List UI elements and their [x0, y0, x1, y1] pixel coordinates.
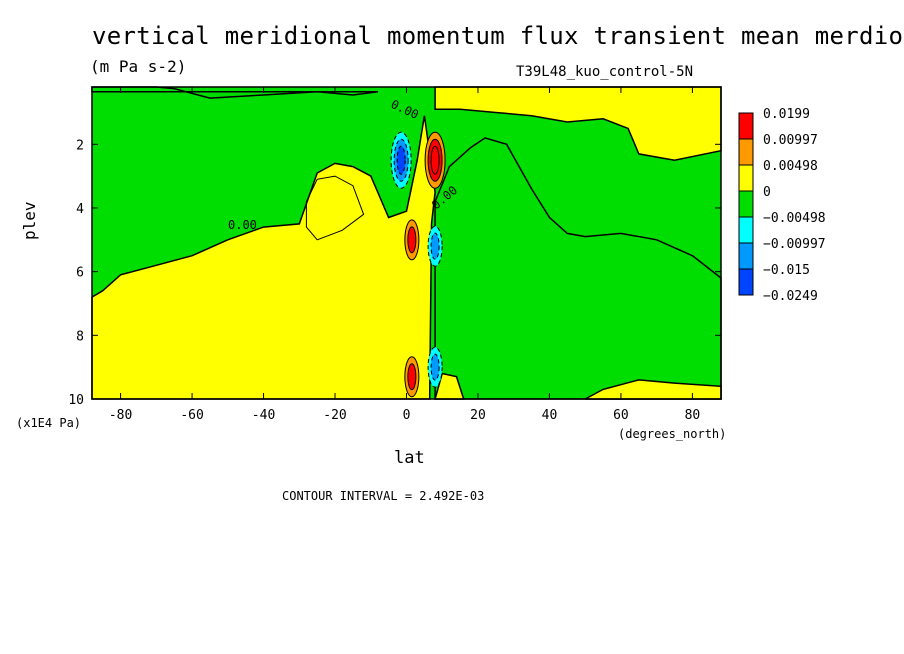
legend-swatch: [738, 164, 754, 192]
extremum-positive-4: [407, 363, 417, 391]
region-positive-band-southern: [91, 115, 436, 400]
legend-label: 0.00498: [763, 159, 818, 174]
legend-label: −0.015: [763, 263, 810, 278]
y-tick-label: 2: [76, 138, 84, 153]
legend-swatch: [738, 242, 754, 270]
legend-label: −0.00498: [763, 211, 826, 226]
run-label: T39L48_kuo_control-5N: [516, 64, 694, 80]
x-tick-label: 60: [613, 408, 629, 423]
extremum-positive-1: [430, 145, 440, 175]
legend-label: 0: [763, 185, 771, 200]
legend-label: −0.0249: [763, 289, 818, 304]
contour-interval-note: CONTOUR INTERVAL = 2.492E-03: [282, 489, 485, 503]
y-axis-unit: (x1E4 Pa): [16, 416, 82, 430]
contour-label: 0.00: [228, 218, 257, 232]
extremum-negative-3: [430, 232, 440, 260]
y-tick-label: 4: [76, 202, 84, 217]
x-tick-label: 40: [542, 408, 558, 423]
chart-title: vertical meridional momentum flux transi…: [92, 22, 904, 50]
chart-units: (m Pa s-2): [90, 57, 187, 76]
extremum-negative-0: [396, 145, 406, 175]
x-tick-label: 0: [403, 408, 411, 423]
x-tick-label: 80: [685, 408, 701, 423]
legend-label: 0.0199: [763, 107, 810, 122]
x-tick-label: -80: [109, 408, 132, 423]
legend-swatch: [738, 216, 754, 244]
x-tick-label: 20: [470, 408, 486, 423]
x-tick-label: -40: [252, 408, 275, 423]
y-tick-label: 10: [68, 393, 84, 408]
x-tick-label: -60: [180, 408, 203, 423]
y-tick-label: 6: [76, 266, 84, 281]
x-axis-unit: (degrees_north): [618, 427, 727, 441]
extremum-positive-2: [407, 226, 417, 254]
extremum-negative-5: [430, 353, 440, 381]
region-negative-top-left: [91, 86, 378, 99]
legend-swatch: [738, 112, 754, 140]
legend-label: −0.00997: [763, 237, 826, 252]
x-tick-label: -20: [323, 408, 346, 423]
legend-swatch: [738, 268, 754, 296]
legend-label: 0.00997: [763, 133, 818, 148]
y-tick-label: 8: [76, 329, 84, 344]
legend-swatch: [738, 190, 754, 218]
inner-contour-loop: [305, 175, 365, 241]
x-axis-label: lat: [394, 448, 425, 468]
legend-swatch: [738, 138, 754, 166]
